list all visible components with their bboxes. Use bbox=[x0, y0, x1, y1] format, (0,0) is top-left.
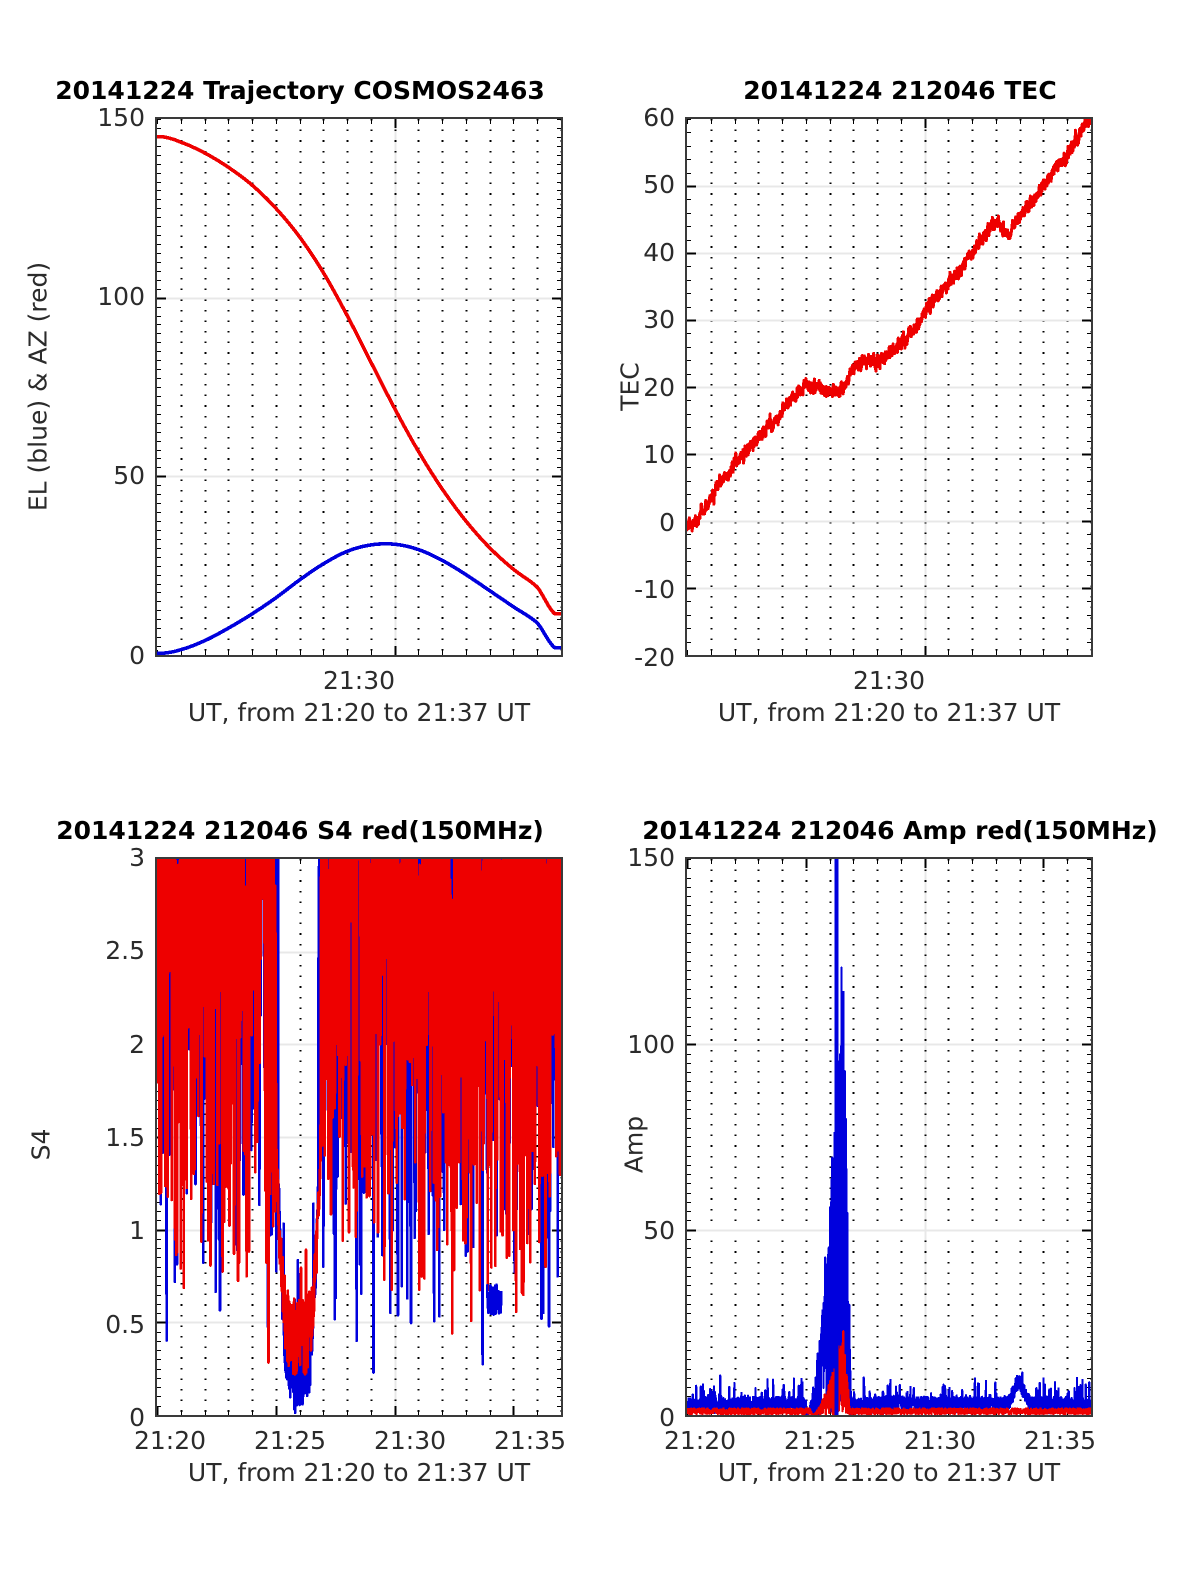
amp-xlabel: UT, from 21:20 to 21:37 UT bbox=[717, 1458, 1061, 1487]
s4-xtick-2120: 21:20 bbox=[133, 1426, 207, 1455]
trajectory-ytick-150: 150 bbox=[97, 103, 145, 132]
tec-ytick-40: 40 bbox=[643, 238, 675, 267]
s4-xtick-2125: 21:25 bbox=[253, 1426, 327, 1455]
s4-ytick-2: 2 bbox=[129, 1030, 145, 1059]
amp-ytick-50: 50 bbox=[643, 1216, 675, 1245]
tec-title: 20141224 212046 TEC bbox=[743, 76, 1057, 105]
s4-ytick-0p5: 0.5 bbox=[105, 1310, 145, 1339]
tec-ytick-30: 30 bbox=[643, 305, 675, 334]
panel-tec: 20141224 212046 TEC TEC 60 50 40 30 20 1… bbox=[600, 0, 1200, 740]
s4-title: 20141224 212046 S4 red(150MHz) bbox=[56, 816, 544, 845]
s4-ytick-0: 0 bbox=[129, 1403, 145, 1432]
panel-amp: 20141224 212046 Amp red(150MHz) Amp 150 … bbox=[600, 740, 1200, 1575]
trajectory-title: 20141224 Trajectory COSMOS2463 bbox=[55, 76, 545, 105]
tec-ytick-0: 0 bbox=[659, 508, 675, 537]
s4-ytick-1: 1 bbox=[129, 1216, 145, 1245]
amp-ytick-150: 150 bbox=[627, 843, 675, 872]
amp-plot-area bbox=[685, 857, 1093, 1417]
s4-xlabel: UT, from 21:20 to 21:37 UT bbox=[187, 1458, 531, 1487]
amp-xtick-2130: 21:30 bbox=[903, 1426, 977, 1455]
tec-ytick-10: 10 bbox=[643, 440, 675, 469]
trajectory-ytick-100: 100 bbox=[97, 282, 145, 311]
trajectory-ytick-50: 50 bbox=[113, 461, 145, 490]
trajectory-plot-area bbox=[155, 117, 563, 657]
trajectory-xtick-2130: 21:30 bbox=[322, 666, 396, 695]
amp-ylabel: Amp bbox=[619, 1115, 649, 1174]
tec-ytick-60: 60 bbox=[643, 103, 675, 132]
s4-plot-area bbox=[155, 857, 563, 1417]
tec-ytick-20: 20 bbox=[643, 373, 675, 402]
trajectory-ytick-0: 0 bbox=[129, 641, 145, 670]
amp-ytick-100: 100 bbox=[627, 1030, 675, 1059]
tec-plot-area bbox=[685, 117, 1093, 657]
amp-title: 20141224 212046 Amp red(150MHz) bbox=[642, 816, 1158, 845]
s4-ytick-1p5: 1.5 bbox=[105, 1123, 145, 1152]
amp-ytick-0: 0 bbox=[659, 1403, 675, 1432]
s4-ytick-3: 3 bbox=[129, 843, 145, 872]
s4-xtick-2130: 21:30 bbox=[373, 1426, 447, 1455]
tec-ytick-neg20: -20 bbox=[634, 643, 675, 672]
trajectory-xlabel: UT, from 21:20 to 21:37 UT bbox=[187, 698, 531, 727]
tec-xlabel: UT, from 21:20 to 21:37 UT bbox=[717, 698, 1061, 727]
amp-xtick-2120: 21:20 bbox=[663, 1426, 737, 1455]
panel-s4: 20141224 212046 S4 red(150MHz) S4 3 2.5 … bbox=[0, 740, 600, 1575]
amp-xtick-2135: 21:35 bbox=[1023, 1426, 1097, 1455]
amp-xtick-2125: 21:25 bbox=[783, 1426, 857, 1455]
tec-ytick-50: 50 bbox=[643, 170, 675, 199]
trajectory-ylabel: EL (blue) & AZ (red) bbox=[23, 261, 53, 512]
tec-ytick-neg10: -10 bbox=[634, 575, 675, 604]
s4-xtick-2135: 21:35 bbox=[493, 1426, 567, 1455]
panel-trajectory: 20141224 Trajectory COSMOS2463 EL (blue)… bbox=[0, 0, 600, 740]
s4-ytick-2p5: 2.5 bbox=[105, 936, 145, 965]
tec-xtick-2130: 21:30 bbox=[852, 666, 926, 695]
